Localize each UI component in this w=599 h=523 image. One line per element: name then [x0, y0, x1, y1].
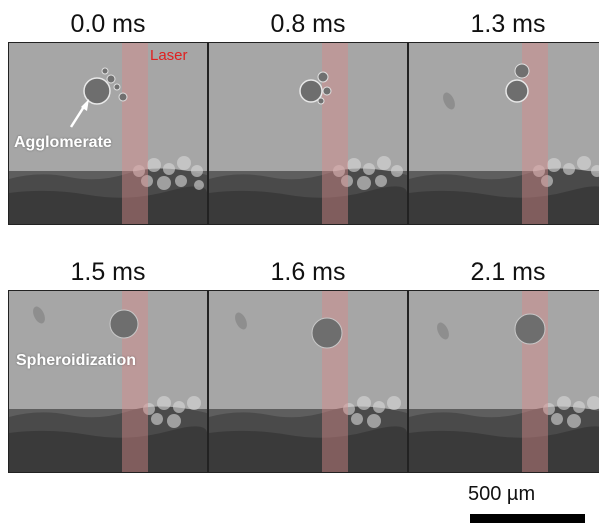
frame-4	[208, 290, 408, 473]
frame-1	[208, 42, 408, 225]
scale-bar-label: 500 µm	[468, 483, 536, 505]
spheroidization-label: Spheroidization	[16, 352, 136, 369]
time-label-3: 1.5 ms	[70, 258, 146, 286]
time-label-0: 0.0 ms	[70, 10, 146, 38]
frame-5	[408, 290, 599, 473]
time-label-5: 2.1 ms	[470, 258, 546, 286]
time-label-2: 1.3 ms	[470, 10, 546, 38]
frame-2	[408, 42, 599, 225]
time-label-1: 0.8 ms	[270, 10, 346, 38]
time-label-4: 1.6 ms	[270, 258, 346, 286]
agglomerate-label: Agglomerate	[14, 134, 112, 151]
scale-bar	[470, 514, 585, 523]
laser-label: Laser	[150, 47, 188, 64]
frame-3	[8, 290, 208, 473]
frame-0	[8, 42, 208, 225]
